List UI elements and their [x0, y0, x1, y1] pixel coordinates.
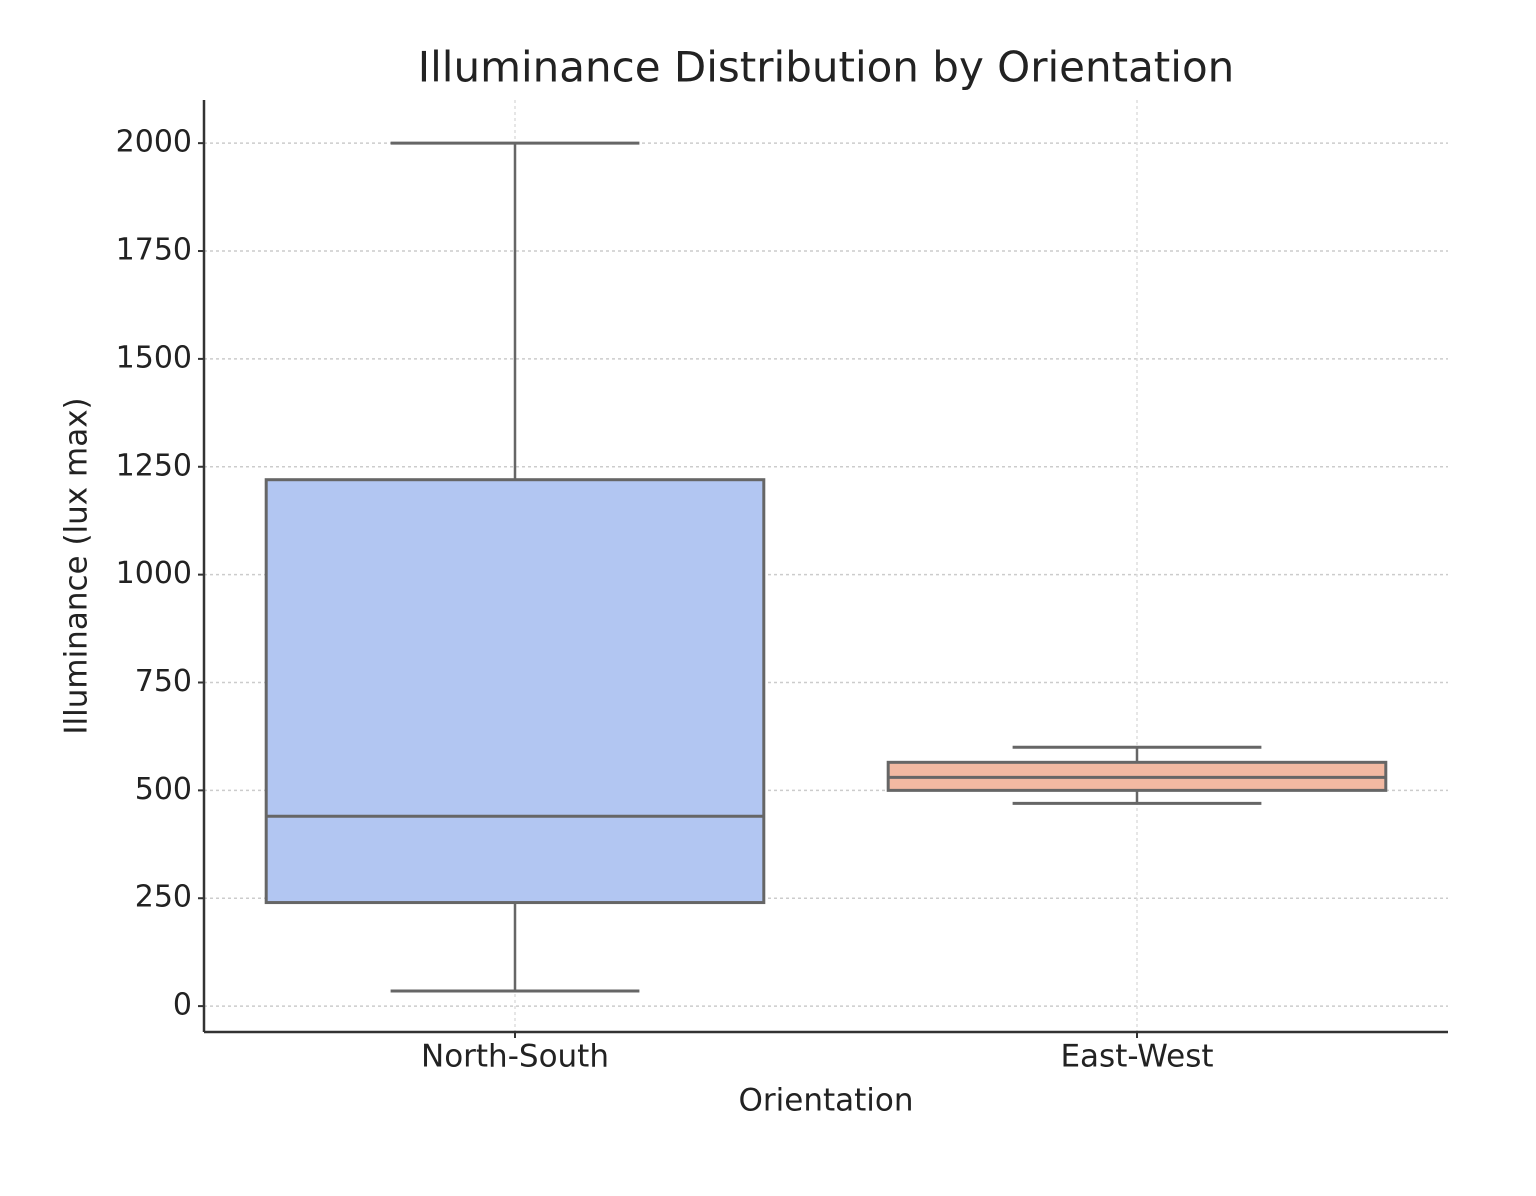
y-tick-label: 2000 [116, 125, 192, 160]
y-tick-label: 1500 [116, 340, 192, 375]
y-tick-label: 1250 [116, 448, 192, 483]
y-tick-label: 1750 [116, 233, 192, 268]
chart-title: Illuminance Distribution by Orientation [418, 43, 1235, 92]
x-tick-label: North-South [421, 1039, 609, 1075]
y-tick-label: 1000 [116, 556, 192, 591]
y-tick-label: 250 [135, 880, 192, 915]
x-axis-label: Orientation [738, 1083, 913, 1119]
box [264, 478, 766, 905]
y-axis-label: Illuminance (lux max) [59, 397, 95, 734]
y-tick-label: 500 [135, 772, 192, 807]
x-tick-label: East-West [1060, 1039, 1213, 1075]
y-tick-label: 750 [135, 664, 192, 699]
y-tick-label: 0 [173, 988, 192, 1023]
